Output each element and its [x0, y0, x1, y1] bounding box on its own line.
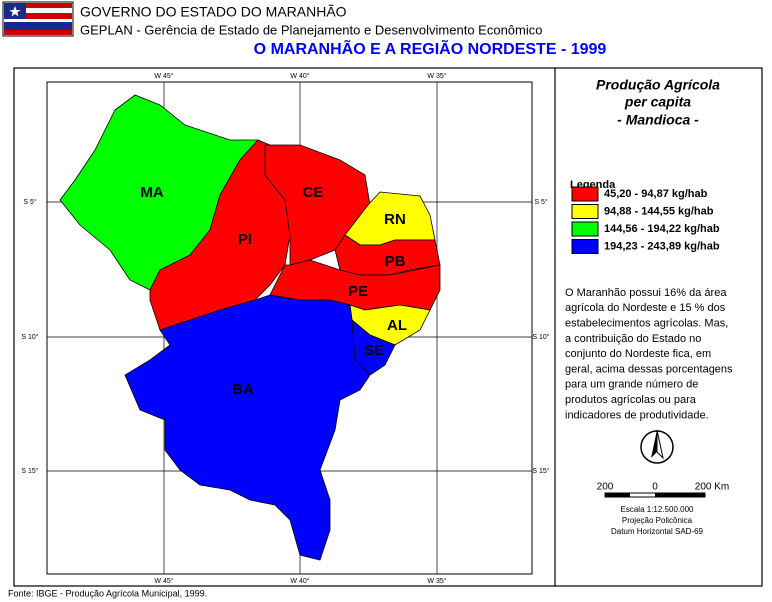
legend-swatch: [571, 221, 599, 237]
legend-swatch: [571, 204, 599, 219]
state-label: PE: [348, 283, 368, 300]
state-label: MA: [140, 184, 163, 201]
legend-swatch: [571, 239, 599, 254]
lat-label: S 15°: [532, 467, 549, 475]
panel-text: indicadores de produtividade.: [565, 409, 709, 421]
state-ba: [124, 294, 396, 561]
legend-label: 144,56 - 194,22 kg/hab: [604, 223, 720, 235]
scale-note: Datum Horizontal SAD-69: [611, 527, 704, 536]
states: [59, 94, 441, 561]
legend-swatch: [571, 186, 599, 202]
lon-label: W 45°: [154, 72, 173, 80]
scale-label: 200: [597, 482, 614, 493]
state-label: CE: [303, 184, 324, 201]
header-line: GOVERNO DO ESTADO DO MARANHÃO: [80, 4, 347, 20]
frame: [13, 67, 763, 587]
lon-label: W 45°: [154, 577, 173, 585]
panel-text: para um grande número de: [565, 379, 698, 391]
legend-label: 45,20 - 94,87 kg/hab: [604, 188, 708, 200]
state-label: BA: [232, 381, 254, 398]
state-label: AL: [387, 317, 407, 334]
header-line: GEPLAN - Gerência de Estado de Planejame…: [80, 22, 542, 37]
scale-note: Projeção Policônica: [622, 516, 693, 525]
lon-label: W 40°: [290, 577, 309, 585]
legend-label: 194,23 - 243,89 kg/hab: [604, 240, 720, 252]
panel-text: conjunto do Nordeste fica, em: [565, 348, 711, 360]
lat-label: S 5°: [534, 198, 548, 206]
map-neatline: [46, 81, 533, 575]
panel-title: - Mandioca -: [617, 112, 699, 128]
scale-note: Escala 1:12.500.000: [621, 505, 694, 514]
state-label: RN: [384, 211, 406, 228]
map-title: O MARANHÃO E A REGIÃO NORDESTE - 1999: [254, 38, 607, 58]
lat-label: S 5°: [23, 198, 37, 206]
lon-label: W 35°: [427, 72, 446, 80]
scale-label: 0: [652, 482, 658, 493]
scale-label: 200 Km: [695, 482, 729, 493]
panel-text: O Maranhão possui 16% da área: [565, 287, 727, 299]
lon-label: W 40°: [290, 72, 309, 80]
panel-title: per capita: [624, 94, 691, 110]
panel-text: produtos agrícolas ou para: [565, 394, 697, 406]
legend-label: 94,88 - 144,55 kg/hab: [604, 205, 714, 217]
logo: [2, 1, 74, 37]
panel-text: agrícola do Nordeste e 15 % dos: [565, 302, 726, 314]
lat-label: S 10°: [21, 333, 38, 341]
scale-bar: [604, 492, 706, 498]
border-se: [351, 319, 371, 376]
panel-text: geral, acima dessas porcentagens: [565, 363, 733, 375]
panel-text: estabelecimentos agrícolas. Mas,: [565, 318, 728, 330]
state-label: PB: [385, 253, 406, 270]
lat-label: S 15°: [21, 467, 38, 475]
state-label: PI: [238, 231, 252, 248]
panel-text: a contribuição do Estado no: [565, 333, 701, 345]
lon-label: W 35°: [427, 577, 446, 585]
panel-title: Produção Agrícola: [596, 77, 720, 93]
lat-label: S 10°: [532, 333, 549, 341]
state-label: SE: [364, 342, 384, 359]
footer: Fonte: IBGE - Produção Agrícola Municipa…: [8, 588, 207, 598]
north-arrow: [640, 429, 674, 464]
